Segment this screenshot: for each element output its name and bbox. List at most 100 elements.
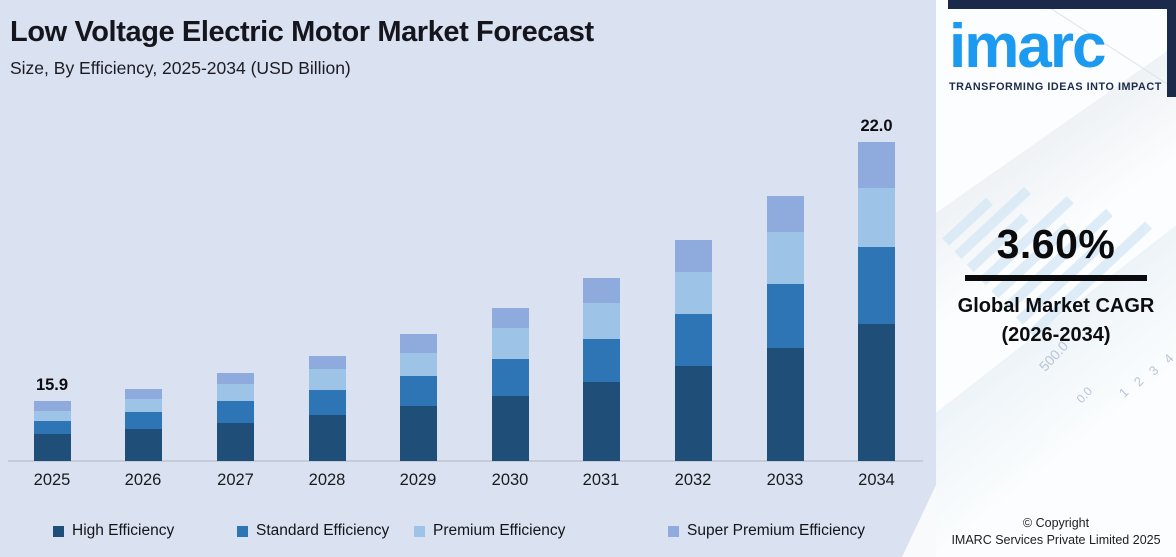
bar-segment-premium-efficiency (491, 328, 529, 359)
bar-segment-standard-efficiency (308, 390, 346, 415)
imarc-logo-text: imarc (949, 12, 1106, 81)
legend-label: Standard Efficiency (256, 522, 390, 539)
bar-segment-standard-efficiency (33, 421, 71, 434)
bar-segment-standard-efficiency (582, 339, 620, 382)
bar-segment-premium-efficiency (766, 232, 804, 284)
cagr-label-line1: Global Market CAGR (957, 295, 1155, 317)
bar-segment-super-premium-efficiency (124, 389, 162, 399)
bar-segment-super-premium-efficiency (491, 308, 529, 328)
bar-segment-premium-efficiency (858, 188, 895, 247)
legend-item-premium-efficiency: Premium Efficiency (414, 519, 565, 543)
year-label: 2025 (33, 471, 71, 489)
bar-segment-high-efficiency (674, 366, 712, 461)
legend-label: Premium Efficiency (433, 522, 566, 539)
chart-title: Low Voltage Electric Motor Market Foreca… (10, 16, 594, 48)
imarc-logo: imarc TRANSFORMING IDEAS INTO IMPACT (949, 14, 1162, 93)
bar-segment-super-premium-efficiency (33, 401, 71, 411)
bar-segment-high-efficiency (491, 396, 529, 461)
chart-subtitle: Size, By Efficiency, 2025-2034 (USD Bill… (10, 58, 351, 78)
bar-2034 (858, 142, 895, 461)
legend-item-standard-efficiency: Standard Efficiency (237, 519, 389, 543)
watermark-text: 0.0 (1073, 384, 1096, 406)
copyright-line1: © Copyright (1022, 516, 1090, 531)
bar-segment-standard-efficiency (674, 314, 712, 366)
panel-top-border (948, 0, 1176, 9)
watermark-text: 2 (1130, 373, 1147, 390)
bar-segment-high-efficiency (217, 423, 254, 461)
bar-segment-super-premium-efficiency (217, 373, 254, 384)
year-label: 2032 (674, 471, 712, 489)
legend-item-high-efficiency: High Efficiency (53, 519, 174, 543)
bar-segment-standard-efficiency (766, 284, 804, 348)
x-axis-line (8, 460, 923, 462)
watermark-text: 1 (1115, 384, 1132, 401)
bar-segment-high-efficiency (308, 415, 346, 461)
bar-segment-premium-efficiency (217, 384, 254, 401)
bar-segment-standard-efficiency (491, 359, 529, 396)
bar-segment-super-premium-efficiency (766, 196, 804, 232)
legend: High Efficiency Standard Efficiency Premiu… (0, 519, 936, 543)
copyright-line2: IMARC Services Private Limited 2025 (951, 533, 1161, 548)
bar-2029 (399, 334, 437, 461)
bar-segment-super-premium-efficiency (858, 142, 895, 188)
watermark-text: 4 (1160, 350, 1176, 367)
bar-segment-super-premium-efficiency (399, 334, 437, 353)
watermark-text: 3 (1145, 362, 1162, 379)
bar-segment-high-efficiency (766, 348, 804, 461)
bar-segment-high-efficiency (858, 324, 895, 461)
bar-2025 (33, 401, 71, 461)
bar-2032 (674, 240, 712, 461)
cagr-underline (965, 275, 1147, 281)
imarc-tagline: TRANSFORMING IDEAS INTO IMPACT (949, 81, 1162, 94)
chart-header: Low Voltage Electric Motor Market Foreca… (10, 16, 594, 79)
bar-segment-high-efficiency (399, 406, 437, 461)
copyright: © Copyright IMARC Services Private Limit… (936, 515, 1176, 549)
bar-segment-standard-efficiency (124, 412, 162, 429)
bar-segment-premium-efficiency (674, 272, 712, 314)
year-label: 2031 (582, 471, 620, 489)
legend-item-super-premium-efficiency: Super Premium Efficiency (668, 519, 865, 543)
year-label: 2028 (308, 471, 346, 489)
chart-panel: Low Voltage Electric Motor Market Foreca… (0, 0, 936, 557)
cagr-block: 3.60% Global Market CAGR (2026-2034) (936, 221, 1176, 350)
bar-2031 (582, 278, 620, 461)
cagr-label-line2: (2026-2034) (1001, 324, 1111, 346)
cagr-value: 3.60% (996, 221, 1116, 267)
bar-segment-standard-efficiency (399, 376, 437, 406)
bar-segment-super-premium-efficiency (674, 240, 712, 272)
year-label: 2027 (217, 471, 254, 489)
value-label: 22.0 (860, 117, 893, 135)
legend-label: High Efficiency (72, 522, 175, 539)
bar-segment-premium-efficiency (124, 399, 162, 412)
bar-segment-premium-efficiency (308, 369, 346, 390)
legend-marker (414, 525, 425, 537)
bar-segment-premium-efficiency (582, 303, 620, 339)
bar-segment-super-premium-efficiency (582, 278, 620, 303)
bar-segment-standard-efficiency (858, 247, 895, 324)
legend-marker (237, 525, 248, 537)
bar-2028 (308, 356, 346, 461)
bar-segment-high-efficiency (33, 434, 71, 461)
legend-marker (53, 525, 64, 537)
plot-area: 2025 15.9 2026 2027 2028 2029 2030 2031 2032 2033… (8, 117, 923, 489)
bar-segment-high-efficiency (124, 429, 162, 461)
bar-segment-premium-efficiency (33, 411, 71, 421)
legend-marker (668, 525, 679, 537)
bar-segment-super-premium-efficiency (308, 356, 346, 369)
year-label: 2034 (858, 471, 895, 489)
year-label: 2026 (124, 471, 162, 489)
value-label: 15.9 (35, 376, 69, 394)
bar-segment-premium-efficiency (399, 353, 437, 376)
bar-2033 (766, 196, 804, 461)
bar-2030 (491, 308, 529, 461)
legend-label: Super Premium Efficiency (687, 522, 866, 539)
bar-segment-standard-efficiency (217, 401, 254, 423)
bar-2027 (217, 373, 254, 461)
year-label: 2030 (491, 471, 529, 489)
year-label: 2029 (399, 471, 437, 489)
panel-right-border (1167, 0, 1176, 97)
brand-panel: 500.0 0.0 1 2 3 4 imarc TRANSFORMING IDE… (936, 0, 1176, 557)
bar-segment-high-efficiency (582, 382, 620, 461)
year-label: 2033 (766, 471, 804, 489)
